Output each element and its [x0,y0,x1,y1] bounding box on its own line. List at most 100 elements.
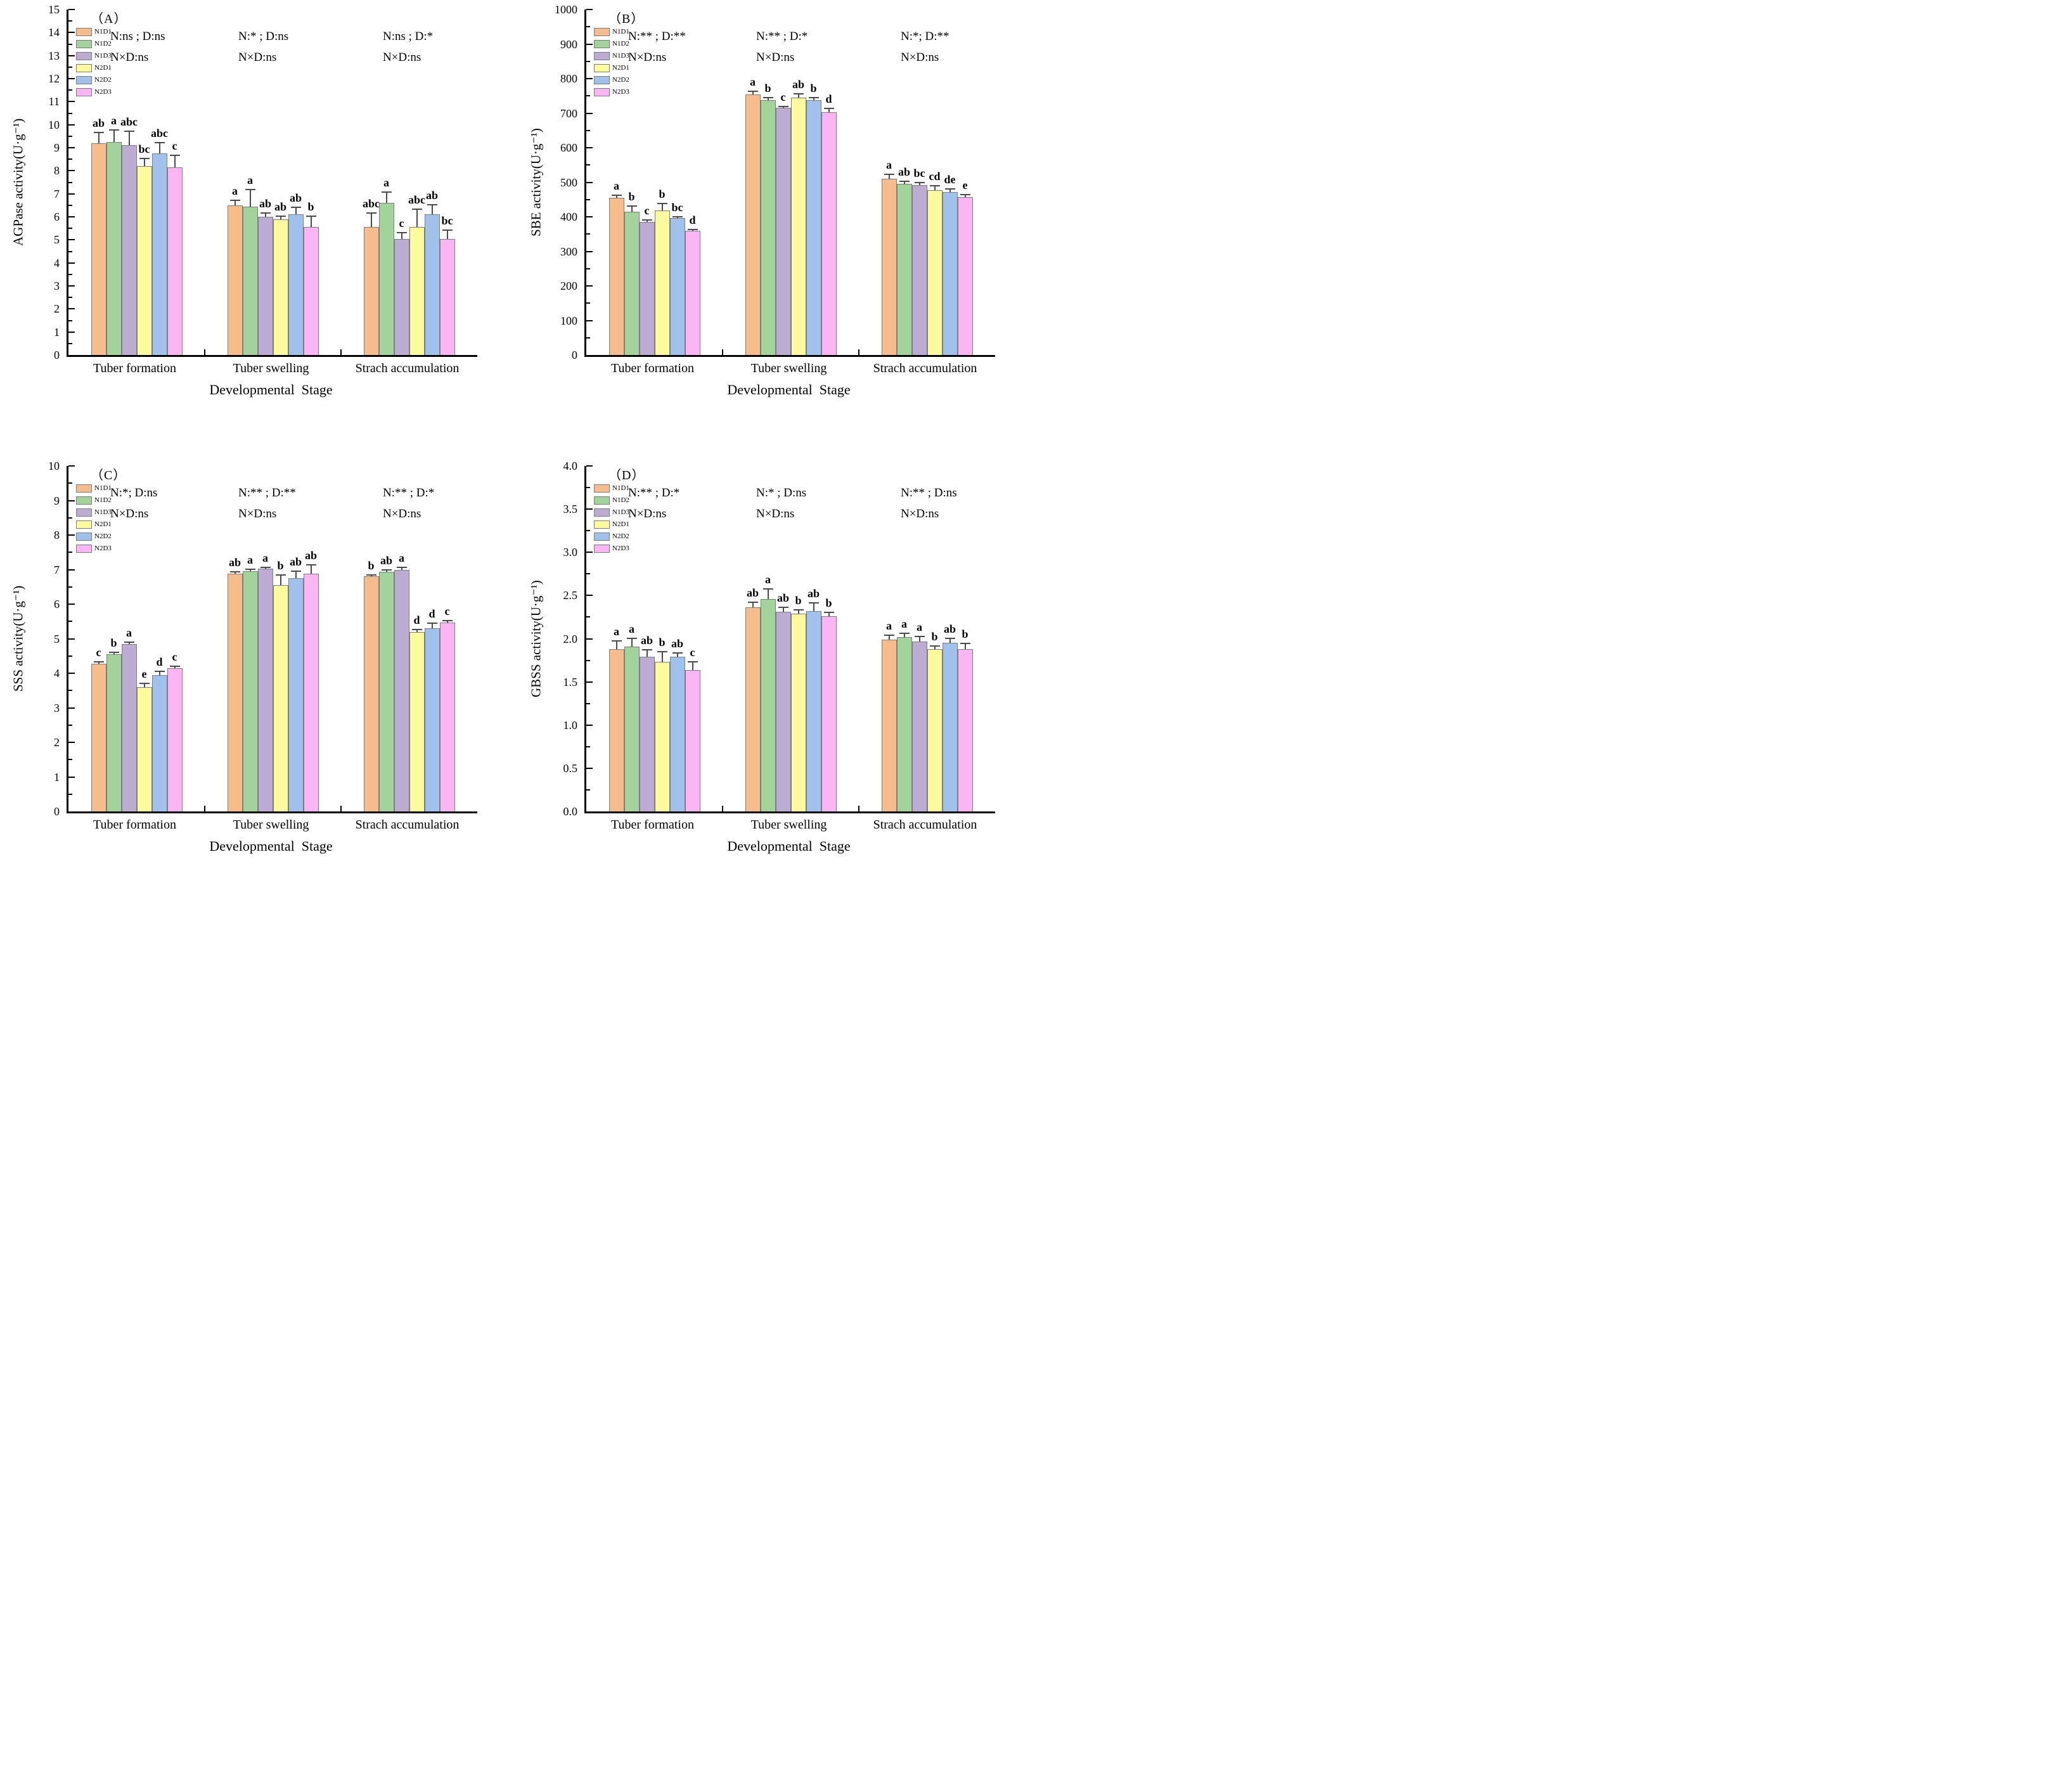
bar-n1d1 [363,576,379,811]
bar-n2d3 [303,227,319,355]
significance-line-1: N:** ; D:* [383,486,435,500]
bar-n1d3 [394,569,409,811]
y-axis-tick-label: 5 [54,233,60,247]
error-bar-stem [280,216,281,219]
error-bar [747,91,758,94]
error-bar-stem [752,91,754,94]
error-bar [914,181,925,185]
significance-letter: a [614,179,619,192]
error-bar-stem [782,607,784,612]
error-bar-cap [960,643,970,645]
y-axis-tick [586,320,593,321]
legend-swatch-n1d1 [76,484,92,493]
bar-n2d2 [942,643,958,811]
y-axis-tick-label: 1000 [555,3,577,16]
error-bar [823,108,834,112]
bar-n2d2 [288,214,304,355]
error-bar-stem [964,643,966,649]
y-axis-tick [586,573,590,575]
y-axis-tick [68,66,72,68]
y-axis-tick-label: 900 [560,37,577,51]
error-bar-stem [797,93,799,98]
y-axis-tick [586,112,593,114]
significance-letter: ab [792,78,804,91]
legend-swatch-n1d3 [76,508,92,517]
error-bar [442,229,453,239]
error-bar-cap [929,645,940,647]
error-bar-cap [229,199,240,201]
error-bar-cap [626,638,637,640]
legend-item-n1d2: N1D2 [594,494,629,507]
y-axis-tick-label: 1 [54,770,60,784]
significance-letter: a [614,625,619,638]
error-bar-stem [676,652,678,657]
legend-item-n2d3: N2D3 [76,543,112,555]
significance-line-1: N:** ; D:ns [901,486,957,500]
significance-letter: a [901,617,907,630]
legend-swatch-n1d1 [594,484,610,493]
y-axis-tick-label: 3.0 [563,546,578,559]
error-bar [793,609,804,614]
error-bar-cap [657,650,667,652]
x-category-label: Strach accumulation [355,361,460,375]
error-bar [657,203,667,211]
bar-n1d3 [911,184,927,355]
figure-page: AGPase activity(U·g⁻¹) N1D1 N1D2 N1D3 N2D1 N… [0,0,1036,891]
y-axis-tick [586,302,590,304]
legend-label: N1D3 [612,508,629,516]
bar-n1d1 [745,607,761,811]
significance-letter: a [886,158,892,172]
y-axis-tick [586,285,593,287]
plot-area: N1D1 N1D2 N1D3 N2D1 N2D2 N2D3 N:ns ; D:ns N×D:n… [67,9,477,357]
legend-item-n2d2: N2D2 [76,531,112,543]
error-bar [778,105,788,108]
error-bar-stem [385,191,387,203]
error-bar-cap [442,229,453,231]
error-bar-cap [914,181,925,183]
error-bar [884,174,894,179]
significance-line-2: N×D:ns [110,507,149,520]
error-bar [290,206,301,215]
error-bar-cap [139,158,150,160]
y-axis-tick-label: 500 [560,176,577,189]
y-axis-tick-label: 600 [560,141,577,154]
error-bar [778,607,788,612]
y-axis-tick-label: 7 [54,563,60,576]
y-axis-tick-label: 200 [560,280,577,292]
y-axis-tick [68,690,72,692]
error-bar-stem [813,602,814,611]
legend-swatch-n2d2 [76,76,92,84]
significance-annotation: N:** ; D:** N×D:ns [628,26,686,68]
y-axis-tick-label: 4 [54,256,60,269]
significance-line-2: N×D:ns [383,51,421,64]
significance-letter: b [825,597,832,610]
error-bar-cap [793,609,804,611]
significance-letter: ab [274,200,286,214]
panel-gbss: GBSS activity(U·g⁻¹) N1D1 N1D2 N1D3 N2D1 N2D… [518,456,1036,866]
error-bar [245,569,255,572]
y-axis-tick-label: 6 [54,598,60,610]
error-bar [260,567,271,569]
error-bar-stem [431,623,433,629]
y-axis-tick-label: 1 [54,325,60,339]
y-axis-tick-label: 4 [54,667,60,680]
error-bar-stem [310,564,312,574]
legend-label: N1D1 [94,484,112,492]
error-bar-cap [626,205,637,207]
legend-swatch-n1d3 [594,508,610,517]
error-bar-stem [98,131,100,143]
error-bar-cap [899,632,910,634]
y-axis-tick [586,268,590,269]
error-bar-stem [888,634,890,640]
y-axis-tick [586,129,590,131]
significance-letter: ab [289,191,302,204]
significance-letter: b [764,81,771,94]
legend-swatch-n2d3 [594,88,610,96]
y-axis-tick [68,724,72,726]
bar-n2d3 [167,167,183,355]
error-bar-cap [808,602,819,604]
bar-n2d2 [288,578,304,811]
legend-label: N2D3 [612,545,629,552]
error-bar-cap [290,206,301,208]
legend-swatch-n2d1 [594,520,610,529]
